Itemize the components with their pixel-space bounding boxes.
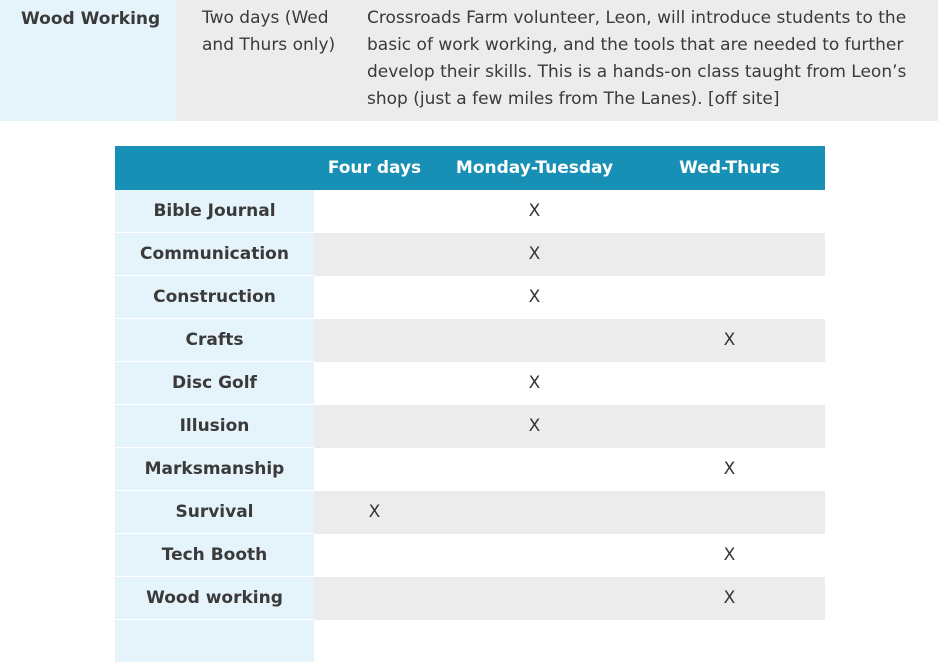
cell-monday-tuesday bbox=[435, 534, 634, 577]
cell-four-days bbox=[314, 534, 435, 577]
table-row: Survival X bbox=[115, 491, 825, 534]
cell-monday-tuesday: X bbox=[528, 201, 541, 221]
cell-wed-thurs bbox=[634, 362, 825, 405]
cell-monday-tuesday bbox=[435, 448, 634, 491]
row-class-name: Bible Journal bbox=[115, 190, 314, 233]
cell-monday-tuesday: X bbox=[528, 244, 541, 264]
row-class-name: Survival bbox=[115, 491, 314, 534]
cell-monday-tuesday bbox=[435, 319, 634, 362]
table-row: Marksmanship X bbox=[115, 448, 825, 491]
row-class-name: Illusion bbox=[115, 405, 314, 448]
cell-four-days bbox=[314, 405, 435, 448]
table-row: Tech Booth X bbox=[115, 534, 825, 577]
table-row: Disc Golf X bbox=[115, 362, 825, 405]
row-class-name-empty bbox=[115, 620, 314, 663]
table-row: Bible Journal X bbox=[115, 190, 825, 233]
cell-wed-thurs: X bbox=[723, 588, 736, 608]
cell-four-days bbox=[314, 577, 435, 620]
cell-wed-thurs bbox=[634, 233, 825, 276]
class-description-row: Wood Working Two days (Wed and Thurs onl… bbox=[0, 0, 938, 121]
cell-monday-tuesday: X bbox=[528, 416, 541, 436]
table-row: Communication X bbox=[115, 233, 825, 276]
cell-monday-tuesday bbox=[435, 491, 634, 534]
cell-four-days bbox=[314, 233, 435, 276]
header-four-days: Four days bbox=[327, 158, 422, 178]
cell-four-days bbox=[314, 276, 435, 319]
table-row: Illusion X bbox=[115, 405, 825, 448]
row-class-name: Disc Golf bbox=[115, 362, 314, 405]
row-class-name: Tech Booth bbox=[115, 534, 314, 577]
schedule-table: Four days Monday-Tuesday Wed-Thurs Bible… bbox=[115, 146, 825, 663]
cell-wed-thurs: X bbox=[723, 459, 736, 479]
cell-monday-tuesday bbox=[435, 577, 634, 620]
class-name: Wood Working bbox=[0, 0, 176, 121]
row-class-name: Construction bbox=[115, 276, 314, 319]
cell-four-days bbox=[314, 448, 435, 491]
cell-monday-tuesday: X bbox=[528, 373, 541, 393]
cell-four-days bbox=[314, 319, 435, 362]
table-row: Crafts X bbox=[115, 319, 825, 362]
class-duration: Two days (Wed and Thurs only) bbox=[176, 0, 342, 121]
header-wed-thurs: Wed-Thurs bbox=[679, 158, 780, 178]
cell-wed-thurs bbox=[634, 190, 825, 233]
cell-four-days bbox=[314, 190, 435, 233]
class-description: Crossroads Farm volunteer, Leon, will in… bbox=[342, 0, 938, 121]
table-row: Wood working X bbox=[115, 577, 825, 620]
header-monday-tuesday: Monday-Tuesday bbox=[455, 158, 614, 178]
row-class-name: Marksmanship bbox=[115, 448, 314, 491]
cell-wed-thurs bbox=[634, 276, 825, 319]
cell-wed-thurs bbox=[634, 405, 825, 448]
row-class-name: Wood working bbox=[115, 577, 314, 620]
table-row-empty bbox=[115, 620, 825, 663]
cell-four-days: X bbox=[368, 502, 381, 522]
cell-four-days bbox=[314, 362, 435, 405]
row-class-name: Communication bbox=[115, 233, 314, 276]
cell-wed-thurs: X bbox=[723, 330, 736, 350]
row-class-name: Crafts bbox=[115, 319, 314, 362]
table-row: Construction X bbox=[115, 276, 825, 319]
table-header: Four days Monday-Tuesday Wed-Thurs bbox=[115, 146, 825, 190]
cell-monday-tuesday: X bbox=[528, 287, 541, 307]
cell-wed-thurs: X bbox=[723, 545, 736, 565]
cell-wed-thurs bbox=[634, 491, 825, 534]
